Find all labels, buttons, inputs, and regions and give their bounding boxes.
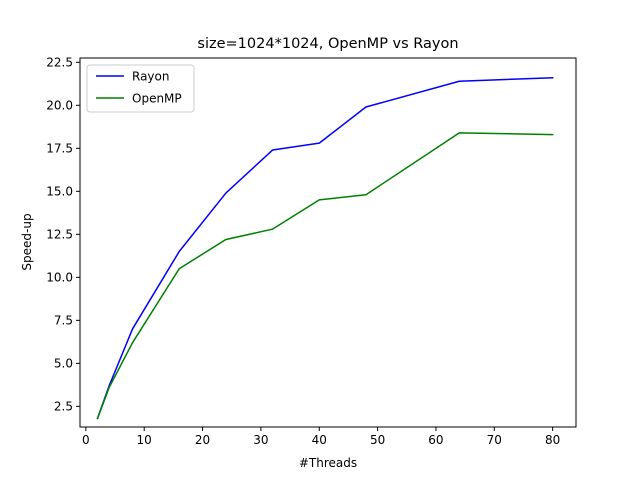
x-axis-label: #Threads (299, 456, 357, 470)
y-tick-label: 7.5 (54, 314, 73, 328)
x-tick-label: 10 (137, 433, 152, 447)
y-tick-label: 12.5 (46, 228, 73, 242)
y-axis-ticks: 2.5 5.0 7.5 10.0 12.5 15.0 17.5 20.0 22.5 (46, 56, 80, 414)
axes-frame (79, 57, 577, 428)
series-layer (96, 77, 554, 420)
x-tick-label: 40 (312, 433, 327, 447)
series-line-rayon (96, 77, 554, 420)
chart-title: size=1024*1024, OpenMP vs Rayon (197, 36, 458, 52)
plot-area: 0 10 20 30 40 50 60 70 80 2.5 5.0 7.5 10.0 12.5 15.0 1… (46, 56, 577, 447)
x-tick-label: 30 (253, 433, 268, 447)
legend-label-rayon: Rayon (132, 70, 169, 84)
legend: Rayon OpenMP (86, 64, 195, 113)
x-tick-label: 60 (428, 433, 443, 447)
y-tick-label: 22.5 (46, 56, 73, 70)
y-tick-label: 10.0 (46, 271, 73, 285)
x-tick-label: 0 (82, 433, 90, 447)
x-tick-label: 70 (487, 433, 502, 447)
x-tick-label: 80 (545, 433, 560, 447)
y-tick-label: 2.5 (54, 400, 73, 414)
x-axis-ticks: 0 10 20 30 40 50 60 70 80 (82, 427, 560, 447)
y-tick-label: 20.0 (46, 99, 73, 113)
y-axis-label: Speed-up (20, 213, 34, 270)
legend-label-openmp: OpenMP (132, 92, 182, 106)
x-tick-label: 50 (370, 433, 385, 447)
y-tick-label: 17.5 (46, 142, 73, 156)
y-tick-label: 15.0 (46, 185, 73, 199)
y-tick-label: 5.0 (54, 357, 73, 371)
x-tick-label: 20 (195, 433, 210, 447)
series-line-openmp (96, 132, 554, 420)
